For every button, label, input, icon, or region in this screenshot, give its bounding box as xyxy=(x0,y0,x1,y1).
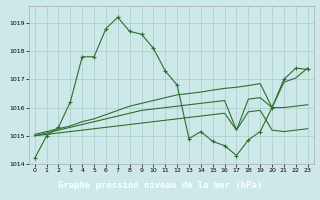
Text: Graphe pression niveau de la mer (hPa): Graphe pression niveau de la mer (hPa) xyxy=(58,180,262,190)
